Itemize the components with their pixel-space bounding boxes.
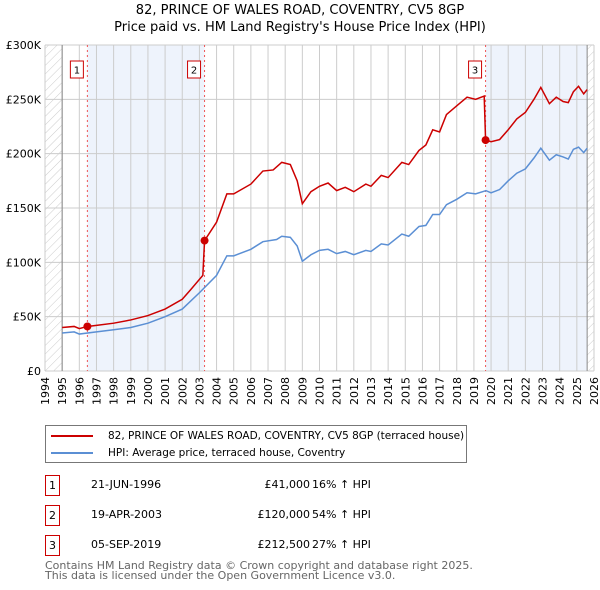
x-tick-label: 2023 — [537, 377, 550, 405]
y-tick-label: £250K — [6, 93, 42, 106]
sale-row: 3 05-SEP-2019 £212,500 27% ↑ HPI — [45, 535, 465, 556]
x-tick-label: 1996 — [73, 377, 86, 405]
x-tick-label: 2026 — [588, 377, 600, 405]
x-tick-label: 2016 — [416, 377, 429, 405]
sale-date: 05-SEP-2019 — [91, 538, 162, 551]
y-tick-label: £100K — [6, 256, 42, 269]
sale-price: £212,500 — [257, 538, 311, 551]
x-tick-label: 2019 — [468, 377, 481, 405]
footer-line: This data is licensed under the Open Gov… — [45, 569, 396, 582]
y-tick-label: £50K — [13, 311, 42, 324]
legend-item-property: 82, PRINCE OF WALES ROAD, COVENTRY, CV5 … — [46, 428, 464, 444]
sale-point — [481, 136, 490, 145]
series-line — [62, 85, 588, 330]
x-tick-label: 2020 — [485, 377, 498, 405]
y-tick-label: £200K — [6, 148, 42, 161]
sale-label-box — [187, 60, 202, 79]
x-tick-label: 2003 — [193, 377, 206, 405]
sale-number: 1 — [45, 475, 60, 496]
sale-row: 2 19-APR-2003 £120,000 54% ↑ HPI — [45, 505, 465, 526]
x-tick-label: 2014 — [382, 377, 395, 405]
footer-line: Contains HM Land Registry data © Crown c… — [45, 559, 473, 572]
sale-hpi: 16% ↑ HPI — [312, 478, 371, 491]
x-tick-label: 2007 — [262, 377, 275, 405]
x-tick-label: 1994 — [39, 377, 52, 405]
x-tick-label: 2011 — [331, 377, 344, 405]
sale-label: 3 — [472, 66, 478, 77]
sale-price: £120,000 — [257, 508, 311, 521]
x-tick-label: 2017 — [434, 377, 447, 405]
y-tick-label: £0 — [27, 365, 41, 378]
sale-label-box — [69, 60, 84, 79]
x-tick-label: 2000 — [142, 377, 155, 405]
y-tick-label: £300K — [6, 39, 42, 52]
sale-number: 2 — [45, 505, 60, 526]
sale-label: 1 — [74, 66, 80, 77]
x-tick-label: 2002 — [176, 377, 189, 405]
x-tick-label: 2012 — [348, 377, 361, 405]
x-tick-label: 1999 — [125, 377, 138, 405]
x-tick-label: 2024 — [554, 377, 567, 405]
sale-label-box — [468, 60, 483, 79]
legend-label: 82, PRINCE OF WALES ROAD, COVENTRY, CV5 … — [108, 430, 465, 442]
chart-subtitle: Price paid vs. HM Land Registry's House … — [114, 20, 486, 35]
x-tick-label: 2018 — [451, 377, 464, 405]
sale-point — [200, 236, 209, 245]
sale-number: 3 — [45, 535, 60, 556]
x-tick-label: 2004 — [211, 377, 224, 405]
x-tick-label: 2005 — [228, 377, 241, 405]
footer: Contains HM Land Registry data © Crown c… — [45, 559, 473, 582]
chart-title: 82, PRINCE OF WALES ROAD, COVENTRY, CV5 … — [135, 3, 465, 18]
legend-label: HPI: Average price, terraced house, Cove… — [108, 447, 346, 459]
x-tick-label: 2021 — [502, 377, 515, 405]
x-tick-label: 2001 — [159, 377, 172, 405]
x-tick-label: 2010 — [314, 377, 327, 405]
x-tick-label: 2009 — [296, 377, 309, 405]
sale-price: £41,000 — [264, 478, 311, 491]
series-line — [62, 146, 588, 335]
x-tick-label: 2015 — [399, 377, 412, 405]
x-tick-label: 2006 — [245, 377, 258, 405]
x-tick-label: 2025 — [571, 377, 584, 405]
x-tick-label: 2013 — [365, 377, 378, 405]
chart: 1994 1995 1996 1997 1998 1999 2000 2001 2002 2003… — [6, 39, 600, 405]
sale-date: 21-JUN-1996 — [91, 478, 162, 491]
x-tick-label: 2022 — [519, 377, 532, 405]
sale-point — [83, 322, 92, 331]
sale-row: 1 21-JUN-1996 £41,000 16% ↑ HPI — [45, 475, 465, 496]
sale-hpi: 54% ↑ HPI — [312, 508, 371, 521]
legend-item-hpi: HPI: Average price, terraced house, Cove… — [46, 445, 345, 461]
x-tick-label: 2008 — [279, 377, 292, 405]
sale-label: 2 — [191, 66, 197, 77]
x-tick-label: 1998 — [108, 377, 121, 405]
sale-hpi: 27% ↑ HPI — [312, 538, 371, 551]
legend: 82, PRINCE OF WALES ROAD, COVENTRY, CV5 … — [45, 425, 467, 463]
x-tick-label: 1997 — [90, 377, 103, 405]
sale-date: 19-APR-2003 — [91, 508, 163, 521]
x-tick-label: 1995 — [56, 377, 69, 405]
y-tick-label: £150K — [6, 202, 42, 215]
